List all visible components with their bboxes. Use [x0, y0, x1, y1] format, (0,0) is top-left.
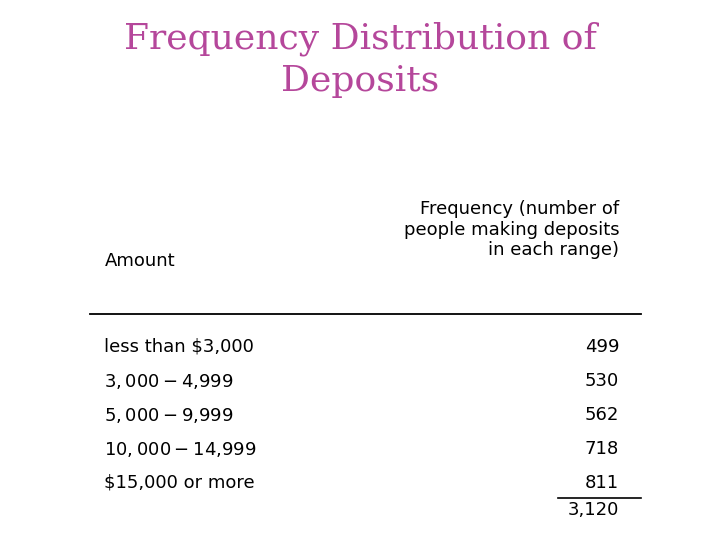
Text: $5,000 - $9,999: $5,000 - $9,999 — [104, 406, 234, 424]
Text: Amount: Amount — [104, 252, 175, 270]
Text: Frequency Distribution of
Deposits: Frequency Distribution of Deposits — [124, 22, 596, 98]
Text: less than $3,000: less than $3,000 — [104, 338, 254, 355]
Text: Frequency (number of
people making deposits
in each range): Frequency (number of people making depos… — [404, 200, 619, 259]
Text: $10,000 - $14,999: $10,000 - $14,999 — [104, 440, 257, 458]
Text: $3,000 - $4,999: $3,000 - $4,999 — [104, 372, 234, 390]
Text: 499: 499 — [585, 338, 619, 355]
Text: $15,000 or more: $15,000 or more — [104, 474, 255, 491]
Text: 718: 718 — [585, 440, 619, 457]
Text: 3,120: 3,120 — [568, 501, 619, 519]
Text: 811: 811 — [585, 474, 619, 491]
Text: 562: 562 — [585, 406, 619, 423]
Text: 530: 530 — [585, 372, 619, 389]
